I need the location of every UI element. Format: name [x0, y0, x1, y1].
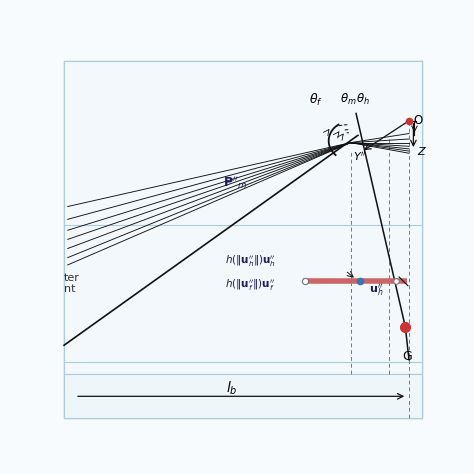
Text: $Y''$: $Y''$ — [353, 150, 366, 163]
Bar — [64, 374, 422, 418]
Text: $h(\|\mathbf{u}_f''\|)\mathbf{u}_f''$: $h(\|\mathbf{u}_f''\|)\mathbf{u}_f''$ — [225, 277, 275, 293]
Text: $Z$: $Z$ — [417, 146, 427, 157]
Text: $\theta_m$: $\theta_m$ — [340, 91, 357, 107]
Text: $l_b$: $l_b$ — [226, 380, 238, 397]
Text: $\mathbf{P}''_m$: $\mathbf{P}''_m$ — [223, 174, 248, 191]
Text: $\theta_h$: $\theta_h$ — [356, 91, 370, 107]
Text: $h(\|\mathbf{u}_h''\|)\mathbf{u}_h''$: $h(\|\mathbf{u}_h''\|)\mathbf{u}_h''$ — [225, 254, 276, 269]
Text: nt: nt — [64, 284, 75, 294]
Text: ter: ter — [64, 273, 80, 283]
Bar — [64, 61, 422, 374]
Text: $\mathbf{u}_h''$: $\mathbf{u}_h''$ — [369, 282, 383, 298]
Text: $\theta_f$: $\theta_f$ — [309, 92, 323, 109]
Text: G: G — [402, 350, 412, 363]
Text: O: O — [413, 114, 423, 127]
